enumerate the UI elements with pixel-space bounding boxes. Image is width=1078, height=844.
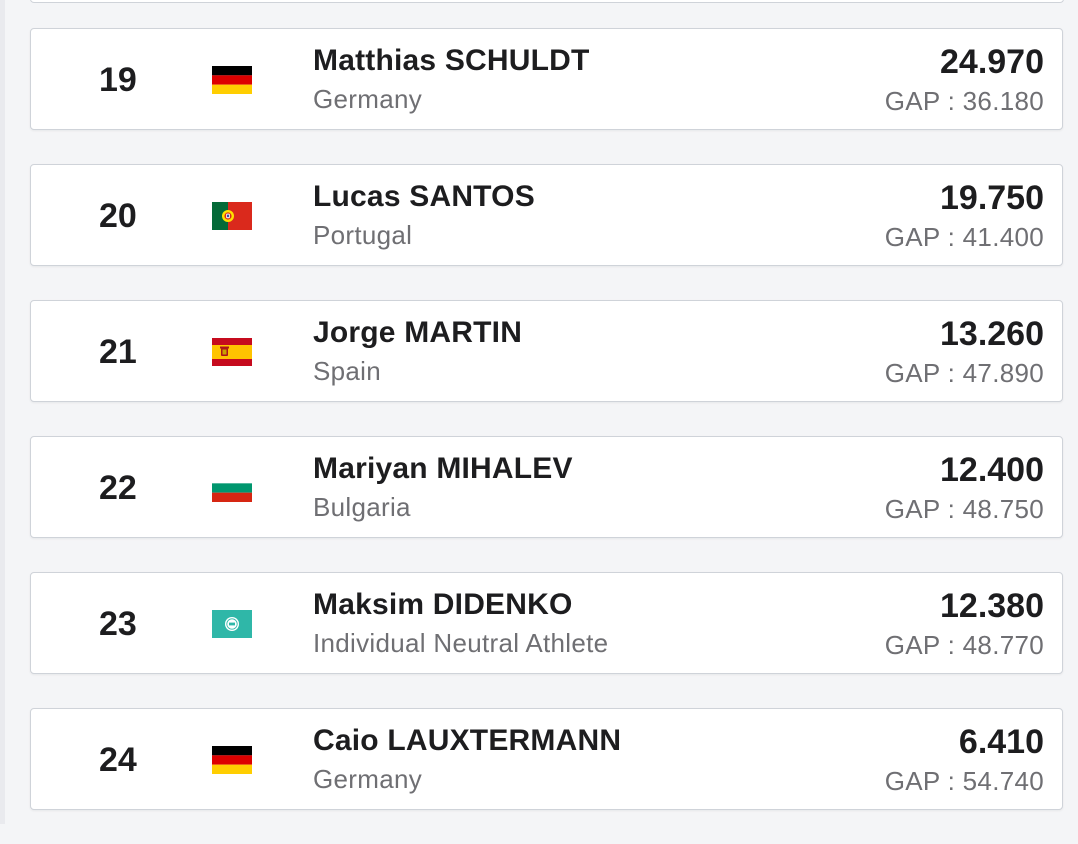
- result-row[interactable]: 22 Mariyan MIHALEV Bulgaria 12.400 GAP :…: [30, 436, 1063, 538]
- athlete-name: Lucas SANTOS: [313, 180, 535, 213]
- rank-number: 20: [99, 197, 137, 235]
- rank-number: 22: [99, 469, 137, 507]
- athlete-score: 12.400: [940, 451, 1044, 489]
- athlete-country: Germany: [313, 764, 423, 794]
- result-row[interactable]: 24 Caio LAUXTERMANN Germany 6.410 GAP : …: [30, 708, 1063, 810]
- athlete-gap: GAP : 41.400: [884, 222, 1044, 252]
- result-row[interactable]: 23 Maksim DIDENKO Individual Neutral Ath…: [30, 572, 1063, 674]
- athlete-gap: GAP : 36.180: [884, 86, 1044, 116]
- athlete-name: Jorge MARTIN: [313, 316, 523, 349]
- result-row[interactable]: 19 Matthias SCHULDT Germany 24.970 GAP :…: [30, 28, 1063, 130]
- rank-number: 21: [99, 333, 137, 371]
- athlete-country: Individual Neutral Athlete: [313, 628, 609, 658]
- germany-flag-icon: [212, 66, 252, 94]
- athlete-gap: GAP : 48.770: [884, 630, 1044, 660]
- athlete-gap: GAP : 47.890: [884, 358, 1044, 388]
- result-row[interactable]: 21 Jorge MARTIN Spain 13.260 GAP : 47.89…: [30, 300, 1063, 402]
- page-left-edge: [0, 0, 5, 824]
- athlete-name: Matthias SCHULDT: [313, 44, 590, 77]
- athlete-score: 24.970: [940, 43, 1044, 81]
- athlete-score: 19.750: [940, 179, 1044, 217]
- athlete-score: 6.410: [958, 723, 1044, 761]
- portugal-flag-icon: [212, 202, 252, 230]
- athlete-score: 13.260: [940, 315, 1044, 353]
- rank-number: 24: [99, 741, 137, 779]
- athlete-gap: GAP : 54.740: [884, 766, 1044, 796]
- result-row[interactable]: 20 Lucas SANTOS Portugal 19.750 GAP : 41…: [30, 164, 1063, 266]
- rank-number: 23: [99, 605, 137, 643]
- results-list: 19 Matthias SCHULDT Germany 24.970 GAP :…: [30, 28, 1063, 844]
- athlete-name: Maksim DIDENKO: [313, 588, 573, 621]
- athlete-score: 12.380: [940, 587, 1044, 625]
- athlete-name: Caio LAUXTERMANN: [313, 724, 622, 757]
- athlete-country: Bulgaria: [313, 492, 411, 522]
- previous-card-edge: [30, 0, 1064, 3]
- germany-flag-icon: [212, 746, 252, 774]
- bulgaria-flag-icon: [212, 474, 252, 502]
- rank-number: 19: [99, 61, 137, 99]
- athlete-country: Portugal: [313, 220, 413, 250]
- neutral-athlete-flag-icon: [212, 610, 252, 638]
- spain-flag-icon: [212, 338, 252, 366]
- athlete-name: Mariyan MIHALEV: [313, 452, 573, 485]
- athlete-country: Spain: [313, 356, 381, 386]
- athlete-gap: GAP : 48.750: [884, 494, 1044, 524]
- athlete-country: Germany: [313, 84, 423, 114]
